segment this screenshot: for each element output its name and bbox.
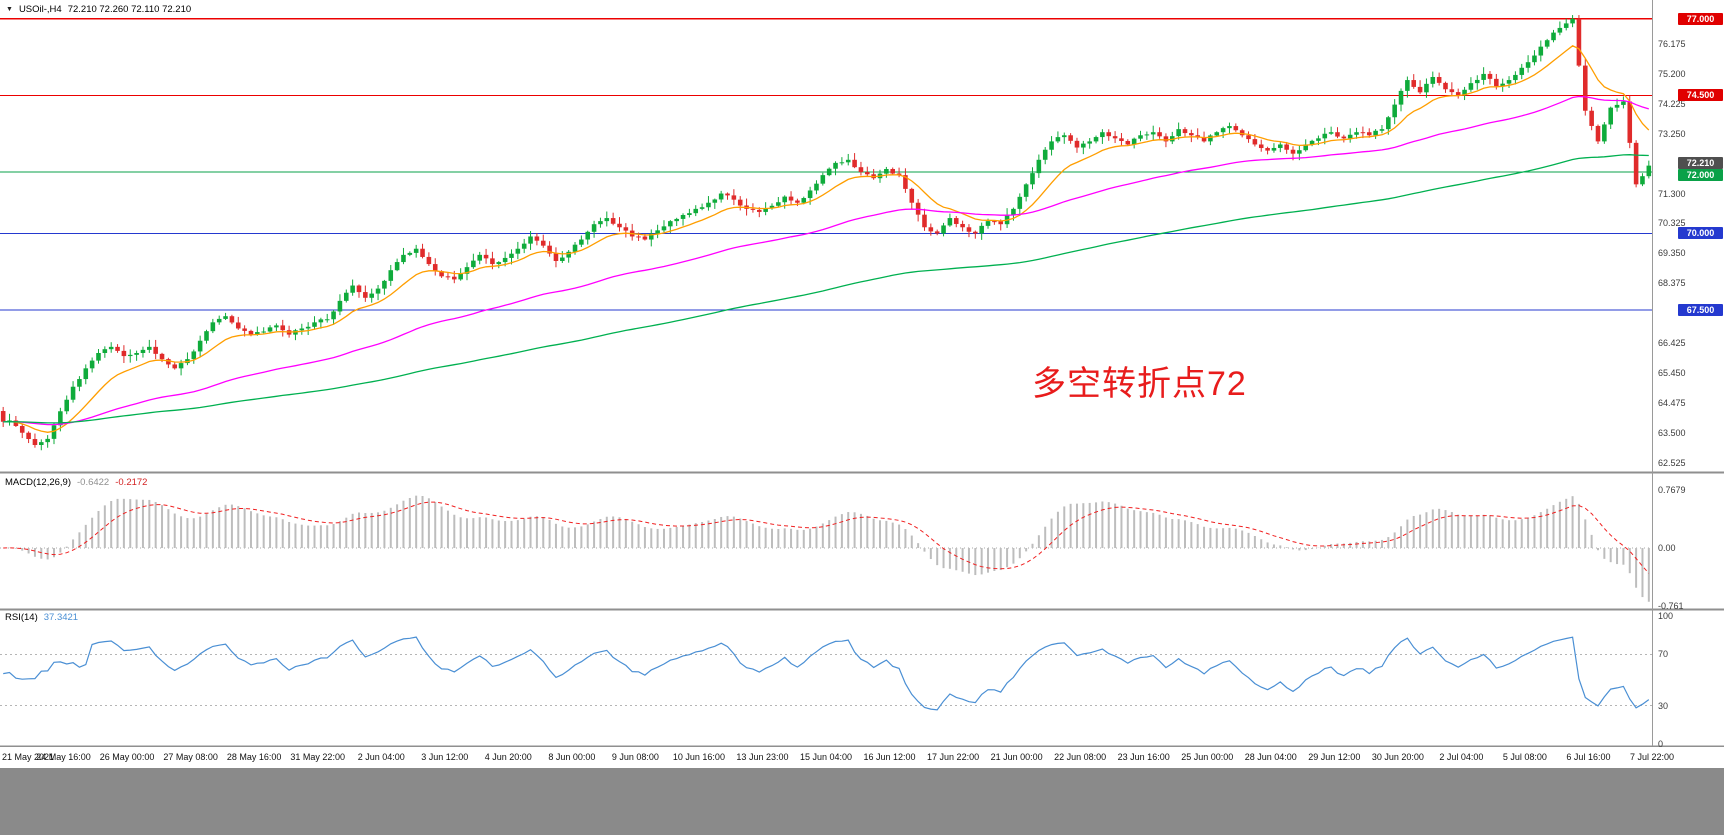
macd-signal-value: -0.2172: [115, 477, 148, 488]
candlestick-chart[interactable]: [0, 0, 1724, 747]
symbol-info-bar: ▼ USOil-,H4 72.210 72.260 72.110 72.210: [6, 4, 191, 15]
rsi-panel: [0, 636, 1652, 711]
ma-fast: [3, 45, 1650, 433]
horizontal-lines: [0, 18, 1652, 311]
chart-annotation-text[interactable]: 多空转折点72: [1032, 365, 1247, 403]
moving-averages: [3, 45, 1650, 433]
macd-panel: [0, 495, 1652, 602]
rsi-indicator-label-row: RSI(14) 37.3421: [5, 612, 78, 623]
rsi-value: 37.3421: [43, 612, 79, 623]
window-bottom-bar: [0, 768, 1724, 835]
ma-slow: [3, 154, 1649, 424]
macd-indicator-label-row: MACD(12,26,9) -0.6422 -0.2172: [5, 477, 147, 488]
rsi-line: [3, 636, 1650, 711]
symbol-timeframe-label: USOil-,H4: [18, 4, 62, 15]
candles: [0, 15, 1652, 451]
ohlc-values: 72.210 72.260 72.110 72.210: [67, 4, 192, 15]
macd-indicator-label: MACD(12,26,9): [5, 477, 71, 488]
macd-signal-line: [3, 501, 1650, 574]
ma-medium: [3, 95, 1649, 426]
panel-separators: [0, 0, 1724, 747]
chart-dropdown-icon[interactable]: ▼: [6, 6, 13, 13]
price-axis[interactable]: [1652, 0, 1724, 746]
macd-main-value: -0.6422: [77, 477, 110, 488]
time-axis[interactable]: [0, 746, 1724, 768]
rsi-indicator-label: RSI(14): [5, 612, 38, 623]
